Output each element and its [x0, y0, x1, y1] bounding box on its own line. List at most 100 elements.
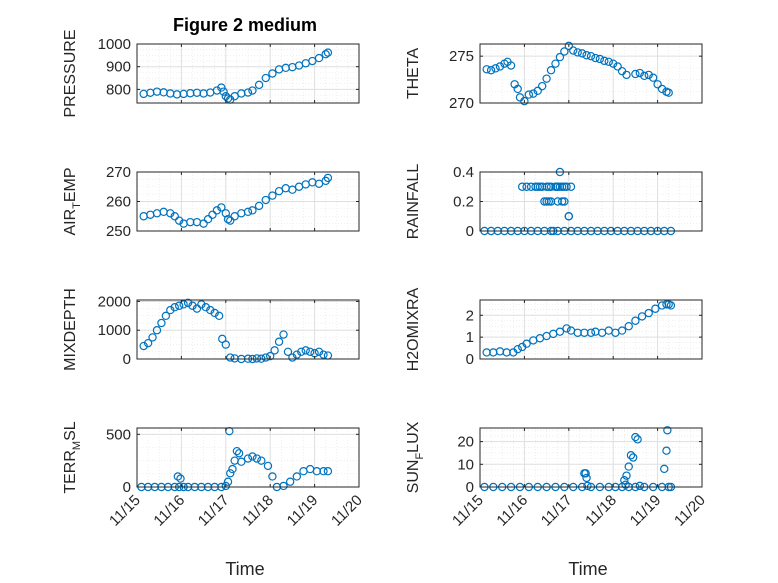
data-point — [562, 182, 571, 191]
data-point — [644, 70, 653, 80]
data-point — [283, 347, 293, 356]
data-point — [628, 453, 638, 462]
data-point — [564, 41, 574, 51]
data-point — [664, 88, 673, 97]
data-point — [243, 88, 253, 97]
y-tick-label: 275 — [449, 48, 474, 65]
y-tick-label: 20 — [457, 434, 474, 451]
subplot-theta: 270 275 THETA — [405, 41, 703, 112]
data-point — [637, 312, 647, 321]
data-point — [648, 73, 658, 82]
y-tick-label: 800 — [106, 81, 131, 98]
subplot-sun-flux: 0 10 20 11/15 11/16 11/17 11/18 11/19 11/20 SUNFL… — [405, 421, 709, 529]
data-point — [152, 326, 162, 335]
data-point — [617, 326, 627, 335]
data-point — [529, 89, 538, 98]
x-tick-label: 11/15 — [449, 492, 487, 530]
x-tick-label: 11/15 — [106, 492, 144, 530]
data-point — [257, 456, 266, 465]
y-tick-label: 2000 — [98, 293, 131, 310]
data-point — [243, 207, 253, 217]
data-point — [582, 473, 591, 483]
data-point — [577, 49, 587, 58]
data-point — [188, 301, 197, 310]
data-point — [657, 84, 667, 94]
data-point — [179, 300, 188, 309]
data-point — [274, 186, 284, 196]
data-point — [633, 435, 642, 444]
plot-area — [137, 428, 359, 487]
axes-box — [479, 299, 703, 360]
data-point — [197, 300, 206, 309]
data-point — [640, 71, 649, 81]
data-point — [183, 298, 193, 308]
data-point — [217, 83, 226, 92]
data-point — [288, 353, 297, 362]
y-tick-label: 1 — [466, 329, 474, 346]
data-point — [506, 61, 516, 70]
data-point — [199, 219, 208, 228]
y-tick-label: 500 — [106, 426, 131, 443]
figure-title: Figure 2 medium — [173, 15, 317, 35]
y-tick-label: 0 — [466, 351, 474, 368]
subplot-air-temp: 250 260 270 AIRTEMP — [62, 164, 360, 240]
x-tick-label: 11/17 — [538, 492, 576, 530]
data-point — [254, 201, 264, 211]
data-point — [288, 185, 297, 194]
y-axis-label: H2OMIXRA — [405, 287, 422, 371]
data-point — [666, 301, 676, 310]
data-point — [524, 90, 534, 99]
y-tick-label: 1000 — [98, 322, 131, 339]
data-point — [613, 62, 622, 71]
data-point — [573, 48, 582, 57]
data-point — [176, 474, 185, 483]
y-axis-label: SUNFLUX — [405, 421, 426, 493]
y-tick-label: 0.2 — [453, 194, 474, 211]
data-point — [662, 300, 671, 309]
data-point — [546, 66, 556, 75]
data-point — [243, 454, 253, 463]
y-axis-label: PRESSURE — [62, 29, 79, 117]
data-point — [214, 311, 224, 321]
data-point — [148, 333, 157, 342]
x-axis-label-left: Time — [225, 559, 264, 579]
axes-box — [136, 427, 360, 488]
x-tick-label: 11/19 — [284, 492, 322, 530]
data-point — [270, 346, 279, 355]
data-point — [261, 353, 270, 362]
data-point — [631, 69, 640, 79]
data-point — [323, 48, 333, 57]
data-point — [237, 457, 246, 466]
data-point — [542, 197, 551, 206]
data-point — [566, 182, 576, 191]
data-point — [314, 53, 324, 63]
data-point — [604, 57, 613, 66]
data-point — [319, 467, 328, 476]
data-point — [631, 316, 640, 325]
y-tick-label: 270 — [106, 164, 131, 181]
data-point — [292, 472, 302, 481]
data-point — [206, 305, 215, 315]
y-tick-label: 270 — [449, 95, 474, 112]
data-point — [557, 197, 567, 206]
data-point — [174, 301, 184, 310]
data-point — [537, 81, 547, 91]
data-point — [161, 311, 171, 321]
data-point — [234, 449, 244, 458]
data-point — [308, 56, 317, 66]
y-axis-label: RAINFALL — [405, 164, 422, 240]
x-tick-label: 11/18 — [239, 492, 277, 530]
data-point — [586, 51, 596, 61]
data-point — [279, 330, 288, 339]
data-point — [221, 481, 230, 491]
data-point — [248, 206, 257, 215]
data-point — [226, 353, 235, 362]
data-point — [292, 350, 302, 359]
data-point — [321, 50, 330, 59]
x-tick-label: 11/20 — [328, 492, 366, 530]
data-point — [522, 339, 531, 348]
data-point — [268, 69, 277, 78]
data-point — [173, 472, 183, 481]
data-point — [248, 86, 257, 95]
y-tick-label: 900 — [106, 59, 131, 76]
